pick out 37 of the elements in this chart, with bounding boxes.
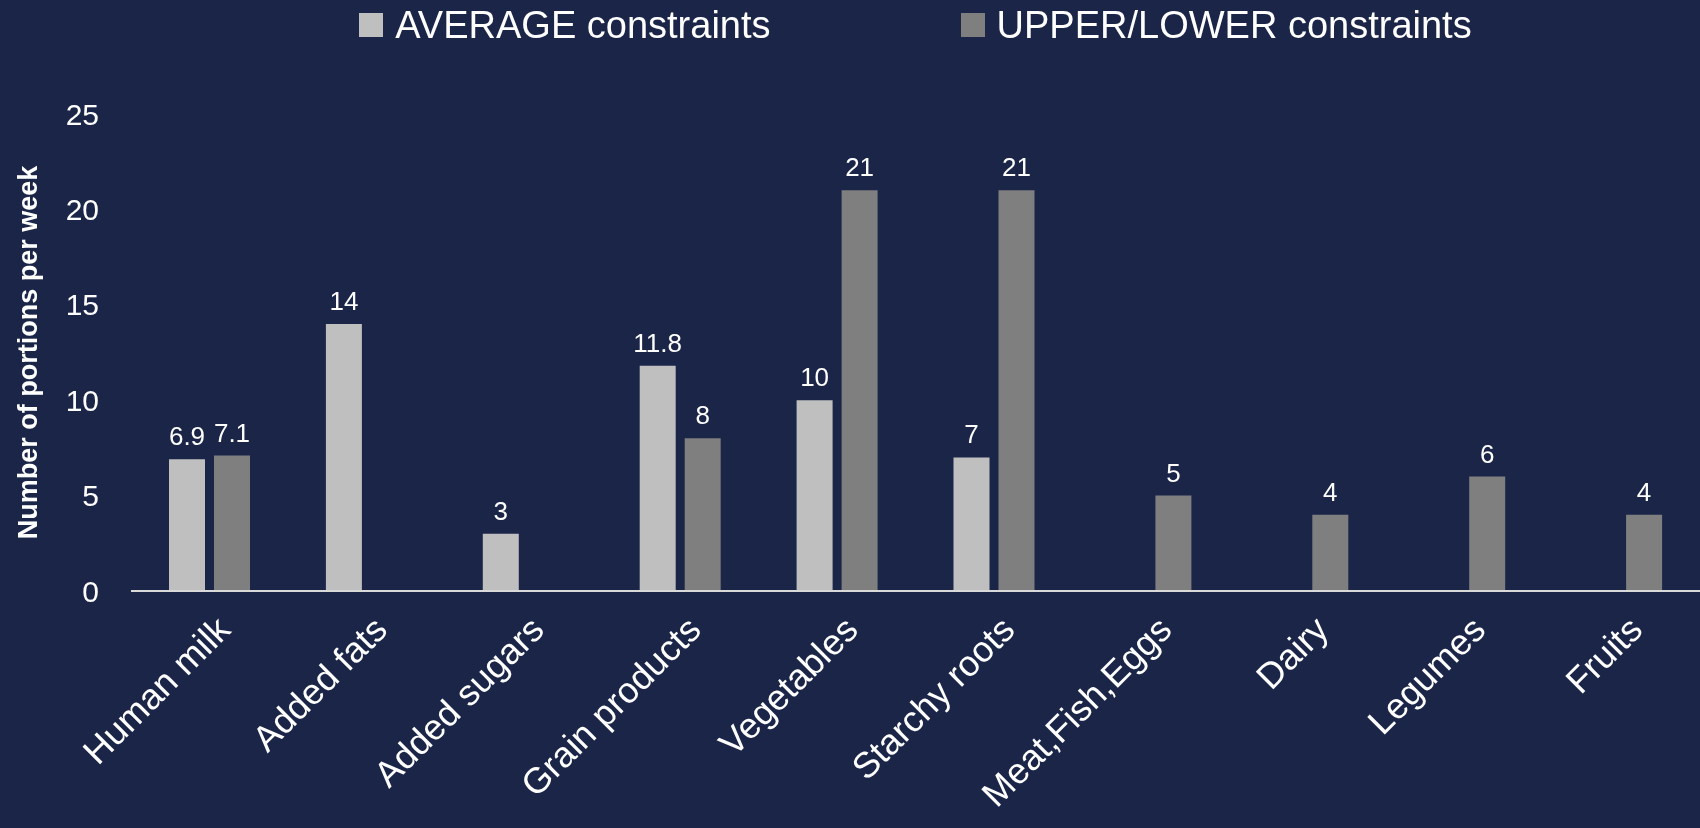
y-tick-label: 5 <box>82 479 99 513</box>
bar <box>1155 495 1192 591</box>
bar <box>325 323 362 591</box>
bar <box>684 438 721 591</box>
bar <box>953 457 990 591</box>
data-label: 7 <box>964 419 979 450</box>
data-label: 5 <box>1166 457 1181 488</box>
bar <box>1469 476 1506 591</box>
bar <box>998 190 1035 591</box>
bar <box>169 459 205 591</box>
bar <box>214 455 250 591</box>
legend-label: UPPER/LOWER constraints <box>996 3 1472 47</box>
data-label: 4 <box>1636 476 1652 507</box>
y-tick-label: 20 <box>65 193 99 227</box>
data-label: 6 <box>1479 438 1495 469</box>
data-label: 3 <box>493 495 509 526</box>
legend-label: AVERAGE constraints <box>395 3 771 47</box>
y-tick-label: 25 <box>65 97 99 131</box>
data-label: 8 <box>695 400 710 431</box>
data-label: 11.8 <box>633 327 683 358</box>
y-tick-label: 15 <box>65 288 99 322</box>
y-tick-label: 0 <box>82 574 99 608</box>
data-label: 4 <box>1323 476 1338 507</box>
bar <box>1626 514 1663 591</box>
data-label: 6.9 <box>168 421 206 452</box>
data-label: 21 <box>1002 152 1031 183</box>
bar <box>796 400 833 591</box>
data-label: 14 <box>329 285 359 316</box>
bar <box>482 533 519 591</box>
bar <box>639 365 676 591</box>
data-label: 10 <box>800 362 830 393</box>
y-tick-label: 10 <box>65 383 99 417</box>
bar <box>1312 514 1349 591</box>
data-label: 7.1 <box>213 417 251 448</box>
y-axis-title: Number of portions per week <box>13 164 43 540</box>
data-label: 21 <box>845 152 875 183</box>
bar <box>841 190 878 591</box>
